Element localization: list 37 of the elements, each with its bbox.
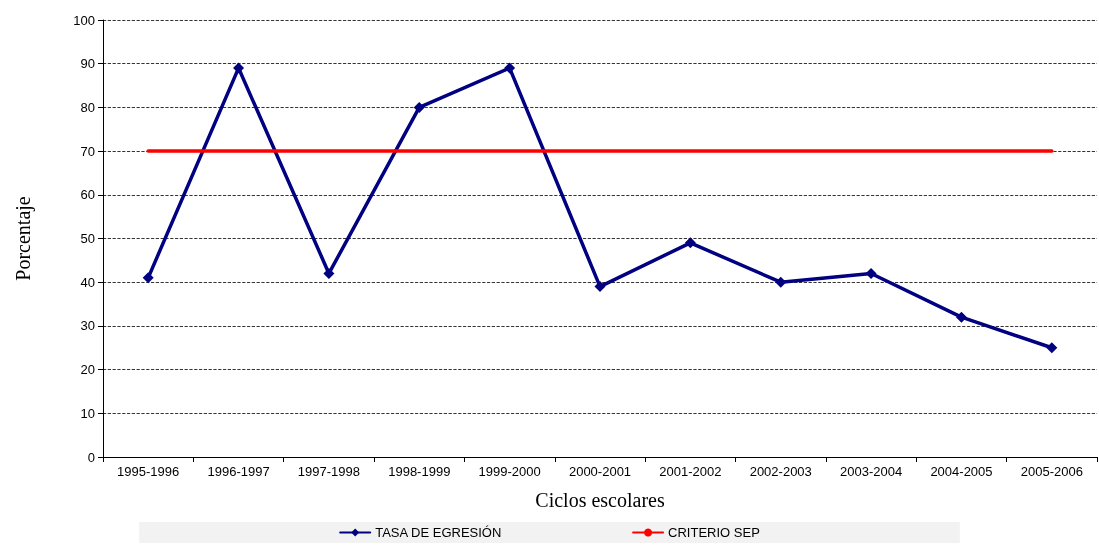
y-tick-label: 50	[80, 231, 95, 246]
x-tick-label: 1996-1997	[207, 464, 270, 479]
x-tick-label: 2000-2001	[568, 464, 632, 479]
x-tick-label: 2003-2004	[840, 464, 903, 479]
point	[1046, 342, 1058, 354]
point	[594, 281, 606, 293]
x-tick-label: 1998-1999	[388, 464, 451, 479]
y-tick-label: 10	[80, 405, 95, 421]
y-tick-label: 80	[80, 99, 95, 115]
point	[684, 237, 696, 249]
y-tick-label: 20	[80, 362, 95, 378]
point	[413, 101, 425, 113]
point	[323, 267, 335, 279]
x-tick-label: 2001-2002	[659, 464, 722, 479]
legend-label: TASA DE EGRESIÓN	[375, 525, 502, 540]
x-axis-title: Ciclos escolares	[535, 489, 665, 511]
point	[955, 311, 967, 323]
x-tick-label: 1995-1996	[117, 464, 180, 479]
point	[233, 62, 245, 74]
x-tick-label: 1999-2000	[478, 464, 541, 479]
y-axis-title: Porcentaje	[12, 196, 35, 281]
y-tick-label: 60	[80, 187, 95, 203]
y-tick-label: 40	[80, 274, 95, 290]
x-tick-label: 1997-1998	[297, 464, 360, 479]
y-tick-label: 100	[73, 12, 95, 28]
point	[775, 276, 787, 288]
y-tick-label: 70	[80, 143, 95, 159]
x-tick-label: 2002-2003	[749, 464, 812, 479]
y-tick-label: 90	[80, 56, 95, 72]
y-tick-label: 0	[87, 449, 95, 465]
point	[504, 62, 516, 74]
legend-label: CRITERIO SEP	[668, 525, 760, 540]
y-tick-label: 30	[80, 318, 95, 334]
x-tick-label: 2005-2006	[1020, 464, 1083, 479]
point	[142, 272, 154, 284]
x-tick-label: 2004-2005	[930, 464, 993, 479]
point	[865, 267, 877, 279]
